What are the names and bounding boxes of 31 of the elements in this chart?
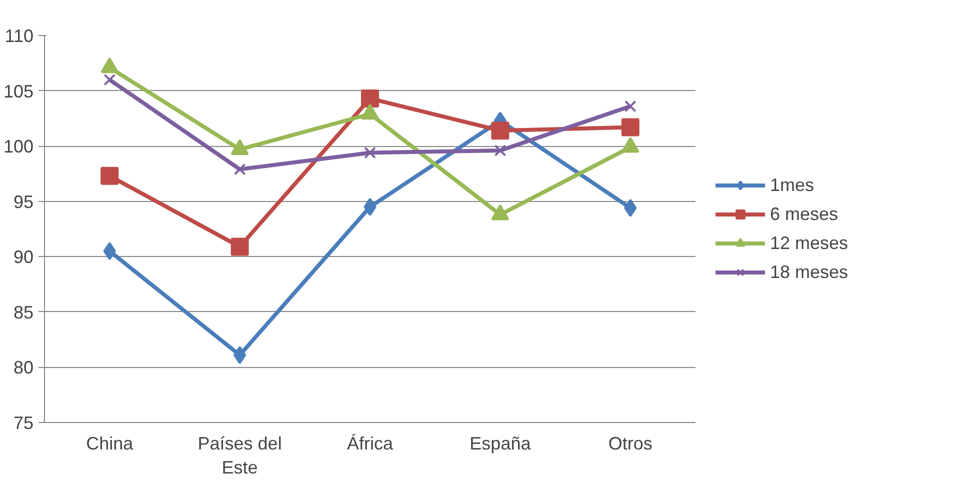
legend-label: 12 meses xyxy=(770,232,848,254)
legend-label: 6 meses xyxy=(770,204,838,224)
x-tick-label: China xyxy=(86,434,134,454)
y-tick-label: 75 xyxy=(13,413,34,433)
x-tick-label: Países del Este xyxy=(198,434,282,478)
point xyxy=(230,238,249,256)
point xyxy=(104,74,116,86)
point xyxy=(234,163,246,176)
point xyxy=(621,118,640,136)
y-tick-label: 90 xyxy=(13,247,34,268)
point xyxy=(233,346,246,364)
point xyxy=(624,100,636,112)
y-tick-label: 95 xyxy=(13,192,34,212)
x-tick-label: Otros xyxy=(608,434,652,454)
y-tick-label: 110 xyxy=(4,26,34,46)
point xyxy=(100,166,119,185)
y-tick-label: 80 xyxy=(13,358,34,378)
point xyxy=(624,198,637,217)
point xyxy=(364,198,376,216)
y-tick-label: 85 xyxy=(13,302,34,322)
y-tick-label: 100 xyxy=(3,136,34,157)
point xyxy=(364,146,376,159)
point xyxy=(491,122,510,140)
point xyxy=(494,144,506,156)
point xyxy=(103,242,116,260)
legend-label: 18 meses xyxy=(770,262,848,282)
x-tick-label: África xyxy=(346,434,394,454)
legend-label: 1mes xyxy=(770,174,814,196)
x-tick-label: España xyxy=(470,434,532,454)
point xyxy=(361,90,379,108)
y-tick-label: 105 xyxy=(3,81,34,102)
